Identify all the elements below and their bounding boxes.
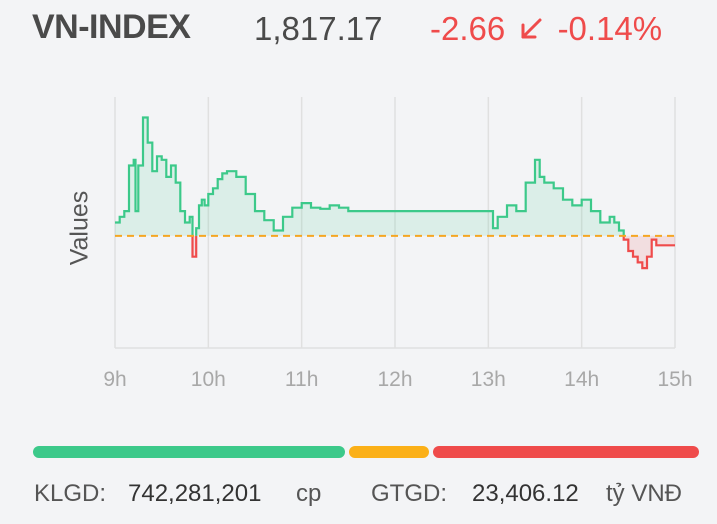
y-axis-label: Values [65,190,94,266]
series-line-up [115,116,625,236]
klgd-value: 742,281,201 [128,480,262,507]
gtgd-unit: tỷ VNĐ [606,480,683,507]
x-tick-label: 12h [377,368,412,391]
arrow-down-left-icon [521,18,542,39]
klgd-unit: cp [296,480,322,507]
x-tick-label: 14h [564,368,599,391]
volume-bar-down [432,446,699,458]
x-tick-label: 13h [471,368,506,391]
chart-svg: 9h 10h 11h 12h 13h 14h 15h [103,97,693,391]
intraday-chart: 9h 10h 11h 12h 13h 14h 15h [0,70,717,410]
x-tick-label: 10h [191,368,226,391]
x-tick-label: 11h [285,368,318,391]
volume-bar-up [33,446,346,458]
index-change-pct: -0.14% [557,10,663,47]
index-header: VN-INDEX 1,817.17 -2.66 -0.14% [32,8,697,54]
x-tick-label: 9h [103,368,126,391]
index-value: 1,817.17 [254,10,383,47]
index-change-group: -2.66 -0.14% [430,10,662,48]
gtgd-label: GTGD: [371,480,447,507]
volume-bar-unchanged [349,446,429,458]
klgd-label: KLGD: [34,480,107,507]
index-change: -2.66 [430,10,506,47]
gtgd-value: 23,406.12 [472,480,579,507]
x-tick-label: 15h [657,368,692,391]
index-name: VN-INDEX [32,8,191,46]
